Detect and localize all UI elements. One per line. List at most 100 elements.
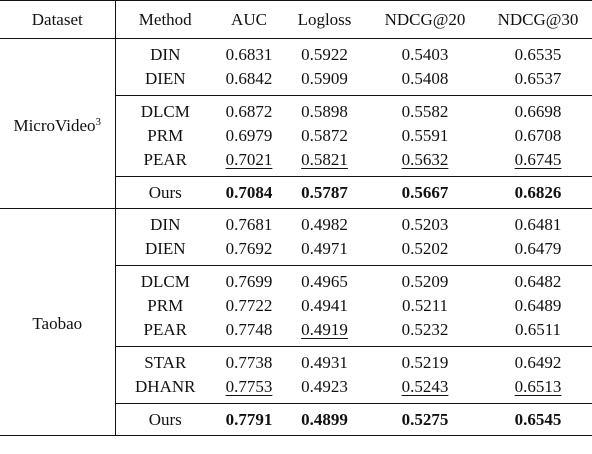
header-auc: AUC (215, 0, 283, 39)
method-cell: DLCM (115, 265, 215, 294)
logloss-cell: 0.4919 (283, 318, 366, 347)
ndcg20-cell: 0.5632 (366, 148, 484, 177)
best-value: 0.7084 (215, 176, 283, 209)
second-best-value: 0.5243 (401, 377, 449, 396)
method-cell: Ours (115, 176, 215, 209)
ndcg30-cell: 0.6482 (484, 265, 592, 294)
header-ndcg30: NDCG@30 (484, 0, 592, 39)
method-cell: DHANR (135, 377, 196, 396)
method-cell: PEAR (143, 320, 187, 339)
ndcg30-cell: 0.6698 (484, 95, 592, 124)
second-best-value: 0.7021 (225, 150, 273, 169)
auc-cell: 0.7681 (225, 215, 273, 234)
ndcg20-cell: 0.5203 (401, 215, 449, 234)
auc-cell: 0.6979 (225, 126, 273, 145)
ndcg30-cell: 0.6745 (484, 148, 592, 177)
second-best-value: 0.5632 (401, 150, 449, 169)
method-cell: DLCM (115, 95, 215, 124)
table-row: DHANR 0.7753 0.4923 0.5243 0.6513 (0, 375, 592, 404)
method-cell: PRM (147, 126, 184, 145)
best-value: 0.5275 (366, 403, 484, 436)
ndcg30-cell: 0.6481 (514, 215, 562, 234)
ndcg30-cell: 0.6537 (514, 69, 562, 88)
auc-cell: 0.7722 (225, 296, 273, 315)
ndcg30-cell: 0.6479 (514, 239, 562, 258)
auc-cell: 0.6831 (225, 45, 273, 64)
ndcg30-cell: 0.6492 (484, 346, 592, 375)
table-row-ours: Ours 0.7084 0.5787 0.5667 0.6826 (0, 176, 592, 209)
logloss-cell: 0.4971 (301, 239, 348, 258)
dataset-label: Taobao (32, 314, 83, 333)
best-value: 0.4899 (283, 403, 366, 436)
header-dataset: Dataset (0, 0, 116, 39)
auc-cell: 0.7738 (215, 346, 283, 375)
table-row: DIEN 0.7692 0.4971 0.5202 0.6479 (0, 237, 592, 266)
table-row: DLCM 0.7699 0.4965 0.5209 0.6482 (0, 265, 592, 294)
auc-cell: 0.7699 (215, 265, 283, 294)
second-best-value: 0.4919 (301, 320, 348, 339)
logloss-cell: 0.5821 (283, 148, 366, 177)
second-best-value: 0.7753 (225, 377, 273, 396)
second-best-value: 0.6513 (514, 377, 562, 396)
method-cell: DIEN (144, 69, 186, 88)
header-logloss: Logloss (283, 0, 366, 39)
ndcg20-cell: 0.5243 (366, 375, 484, 404)
method-cell: PRM (147, 296, 184, 315)
logloss-cell: 0.4982 (301, 215, 348, 234)
ndcg20-cell: 0.5591 (401, 126, 449, 145)
method-cell: PEAR (143, 150, 187, 169)
table-row: DIEN 0.6842 0.5909 0.5408 0.6537 (0, 67, 592, 96)
auc-cell: 0.7748 (225, 320, 273, 339)
logloss-cell: 0.5898 (283, 95, 366, 124)
ndcg20-cell: 0.5408 (401, 69, 449, 88)
best-value: 0.5667 (366, 176, 484, 209)
dataset-cell: Taobao (0, 208, 116, 436)
logloss-cell: 0.5909 (301, 69, 348, 88)
ndcg20-cell: 0.5403 (401, 45, 449, 64)
logloss-cell: 0.5872 (301, 126, 348, 145)
results-table: Dataset Method AUC Logloss NDCG@20 NDCG@… (0, 0, 592, 436)
method-cell: DIN (150, 215, 181, 234)
logloss-cell: 0.4965 (283, 265, 366, 294)
ndcg30-cell: 0.6511 (514, 320, 562, 339)
ndcg20-cell: 0.5211 (401, 296, 449, 315)
table-row: MicroVideo3 DIN 0.6831 0.5922 0.5403 0.6… (0, 38, 592, 209)
best-value: 0.6826 (484, 176, 592, 209)
table-row: Taobao DIN 0.7681 0.4982 0.5203 0.6481 (0, 208, 592, 436)
auc-cell: 0.7753 (215, 375, 283, 404)
table-row-ours: Ours 0.7791 0.4899 0.5275 0.6545 (0, 403, 592, 436)
method-cell: DIEN (144, 239, 186, 258)
method-cell: Ours (115, 403, 215, 436)
logloss-cell: 0.4931 (283, 346, 366, 375)
ndcg20-cell: 0.5219 (366, 346, 484, 375)
header-ndcg20: NDCG@20 (366, 0, 484, 39)
header-row: Dataset Method AUC Logloss NDCG@20 NDCG@… (0, 0, 592, 39)
method-cell: DIN (150, 45, 181, 64)
ndcg20-cell: 0.5232 (401, 320, 449, 339)
second-best-value: 0.5821 (301, 150, 348, 169)
table-row: DLCM 0.6872 0.5898 0.5582 0.6698 (0, 95, 592, 124)
ndcg20-cell: 0.5209 (366, 265, 484, 294)
dataset-footnote: 3 (95, 115, 102, 128)
ndcg30-cell: 0.6513 (484, 375, 592, 404)
auc-cell: 0.7692 (225, 239, 273, 258)
auc-cell: 0.6842 (225, 69, 273, 88)
ndcg30-cell: 0.6535 (514, 45, 562, 64)
best-value: 0.5787 (283, 176, 366, 209)
dataset-label: MicroVideo (13, 115, 96, 135)
logloss-cell: 0.4923 (301, 377, 348, 396)
auc-cell: 0.7021 (215, 148, 283, 177)
table-row: STAR 0.7738 0.4931 0.5219 0.6492 (0, 346, 592, 375)
table-row: PRM 0.7722 0.4941 0.5211 0.6489 (0, 294, 592, 318)
table-row: PRM 0.6979 0.5872 0.5591 0.6708 (0, 124, 592, 148)
best-value: 0.7791 (215, 403, 283, 436)
table-row: PEAR 0.7021 0.5821 0.5632 0.6745 (0, 148, 592, 177)
dataset-cell: MicroVideo3 (0, 38, 116, 209)
best-value: 0.6545 (484, 403, 592, 436)
second-best-value: 0.6745 (514, 150, 562, 169)
header-method: Method (115, 0, 215, 39)
method-cell: STAR (115, 346, 215, 375)
ndcg20-cell: 0.5582 (366, 95, 484, 124)
ndcg20-cell: 0.5202 (401, 239, 449, 258)
